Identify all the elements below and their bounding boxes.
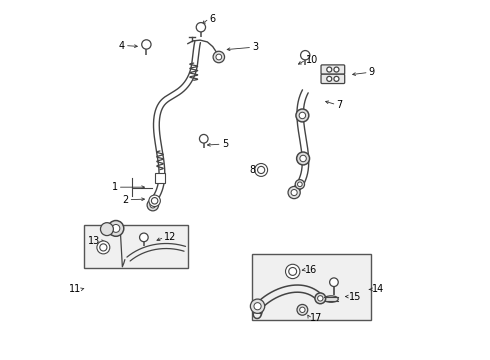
Circle shape <box>286 264 300 279</box>
Circle shape <box>254 303 261 310</box>
Circle shape <box>250 299 265 314</box>
Circle shape <box>288 186 300 199</box>
Circle shape <box>300 50 310 60</box>
Circle shape <box>334 67 339 72</box>
Ellipse shape <box>324 296 338 302</box>
Text: 5: 5 <box>221 139 228 149</box>
Text: 16: 16 <box>305 265 318 275</box>
Bar <box>155 173 165 183</box>
FancyBboxPatch shape <box>321 65 344 74</box>
Circle shape <box>150 202 156 208</box>
Circle shape <box>330 278 338 287</box>
Text: 9: 9 <box>368 67 375 77</box>
Text: 6: 6 <box>209 14 215 24</box>
Circle shape <box>318 296 323 301</box>
Circle shape <box>108 221 124 236</box>
Text: 12: 12 <box>164 232 177 242</box>
Circle shape <box>140 233 148 242</box>
Circle shape <box>258 166 265 174</box>
Text: 11: 11 <box>69 284 81 294</box>
Circle shape <box>142 40 151 49</box>
Circle shape <box>100 244 107 251</box>
FancyBboxPatch shape <box>321 74 344 84</box>
FancyBboxPatch shape <box>252 253 370 320</box>
Circle shape <box>216 54 221 60</box>
Circle shape <box>97 241 110 254</box>
Circle shape <box>151 198 158 204</box>
Circle shape <box>327 76 332 81</box>
Text: 13: 13 <box>88 236 100 246</box>
Text: 4: 4 <box>119 41 125 50</box>
Circle shape <box>213 51 224 63</box>
Text: 17: 17 <box>310 313 322 323</box>
FancyBboxPatch shape <box>84 225 188 268</box>
Circle shape <box>196 23 205 32</box>
Text: 8: 8 <box>249 165 256 175</box>
Circle shape <box>297 182 302 186</box>
Circle shape <box>291 189 297 195</box>
Circle shape <box>149 195 160 207</box>
Circle shape <box>315 293 326 304</box>
Text: 15: 15 <box>349 292 361 302</box>
Circle shape <box>300 307 305 312</box>
Text: 3: 3 <box>252 42 258 52</box>
Circle shape <box>199 134 208 143</box>
Text: 1: 1 <box>112 182 118 192</box>
Circle shape <box>299 112 306 119</box>
Circle shape <box>297 305 308 315</box>
Circle shape <box>300 155 306 162</box>
Circle shape <box>255 163 268 176</box>
Circle shape <box>100 223 113 235</box>
Text: 7: 7 <box>337 100 343 110</box>
Circle shape <box>327 67 332 72</box>
Circle shape <box>112 225 120 232</box>
Text: 2: 2 <box>122 195 128 205</box>
Circle shape <box>296 109 309 122</box>
Circle shape <box>289 267 296 275</box>
Circle shape <box>334 76 339 81</box>
Text: 10: 10 <box>306 55 318 65</box>
Text: 14: 14 <box>372 284 385 294</box>
Circle shape <box>147 199 159 211</box>
Circle shape <box>295 180 304 189</box>
Circle shape <box>296 152 310 165</box>
